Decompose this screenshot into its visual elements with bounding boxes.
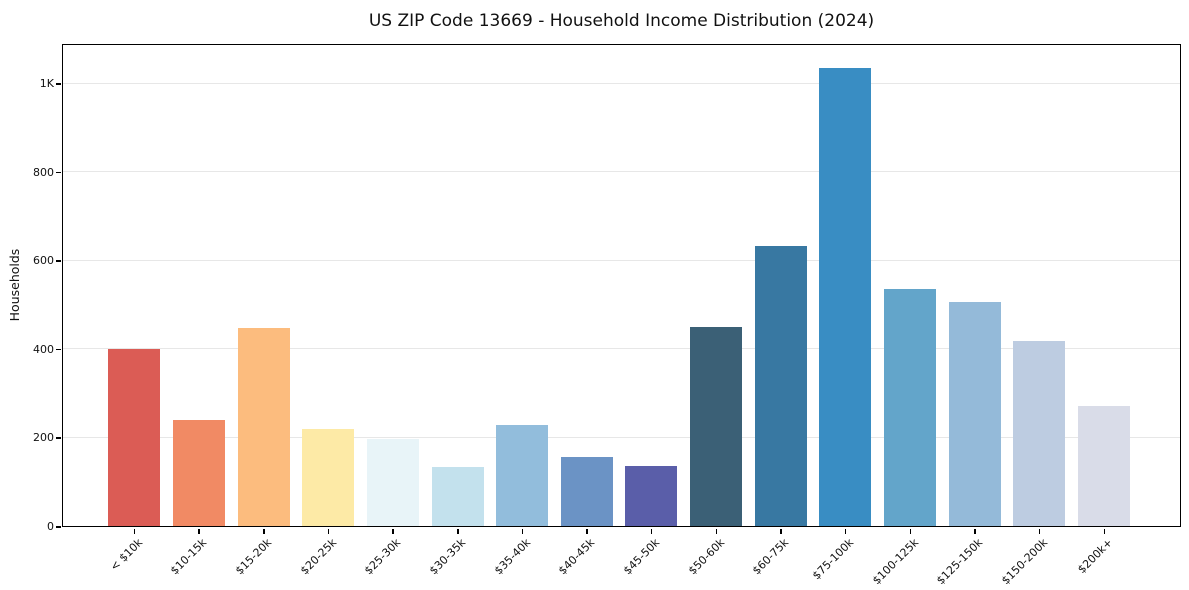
x-tick-mark — [586, 528, 588, 534]
bar — [560, 457, 613, 526]
y-tick-mark — [56, 171, 61, 174]
x-tick-mark — [1103, 528, 1106, 534]
bar — [1013, 341, 1066, 526]
y-tick-mark — [56, 83, 61, 85]
bar — [302, 429, 355, 526]
x-tick-mark — [844, 528, 847, 534]
bar — [172, 419, 225, 526]
x-tick-mark — [1038, 528, 1041, 534]
plot-area — [62, 44, 1181, 527]
bar — [625, 466, 678, 526]
bar — [754, 245, 807, 526]
gridline — [63, 259, 1180, 261]
x-tick-mark — [133, 528, 136, 534]
x-tick-mark — [457, 528, 459, 534]
x-tick-label: < $10k — [107, 536, 145, 574]
x-tick-mark — [909, 528, 912, 534]
bar — [496, 425, 549, 526]
gridline — [63, 348, 1180, 350]
y-tick-label: 200 — [33, 431, 54, 445]
y-tick-label: 0 — [47, 520, 54, 533]
gridline — [63, 436, 1180, 438]
bar — [366, 438, 419, 526]
y-tick-label: 400 — [33, 342, 54, 356]
bar — [948, 301, 1001, 526]
x-tick-mark — [521, 528, 524, 534]
y-tick-mark — [56, 348, 61, 351]
bar — [690, 326, 743, 526]
bar — [108, 348, 161, 526]
chart-title: US ZIP Code 13669 - Household Income Dis… — [368, 11, 875, 31]
bar — [431, 467, 484, 526]
x-tick-mark — [974, 528, 976, 534]
y-tick-label: 1K — [39, 77, 54, 90]
bar — [1078, 405, 1131, 526]
x-tick-mark — [263, 528, 265, 534]
y-tick-mark — [56, 437, 61, 439]
bar — [884, 289, 937, 526]
y-tick-label: 800 — [33, 165, 54, 179]
gridline — [63, 82, 1180, 84]
bar — [237, 328, 290, 526]
x-tick-mark — [650, 528, 653, 534]
y-tick-mark — [56, 260, 61, 262]
y-tick-label: 600 — [33, 254, 54, 268]
x-tick-mark — [780, 528, 782, 534]
y-tick-mark — [56, 526, 61, 528]
x-tick-mark — [392, 528, 394, 534]
gridline — [63, 171, 1180, 173]
x-tick-mark — [198, 528, 200, 534]
bar — [819, 67, 872, 526]
x-tick-mark — [327, 528, 330, 534]
x-tick-mark — [715, 528, 718, 534]
